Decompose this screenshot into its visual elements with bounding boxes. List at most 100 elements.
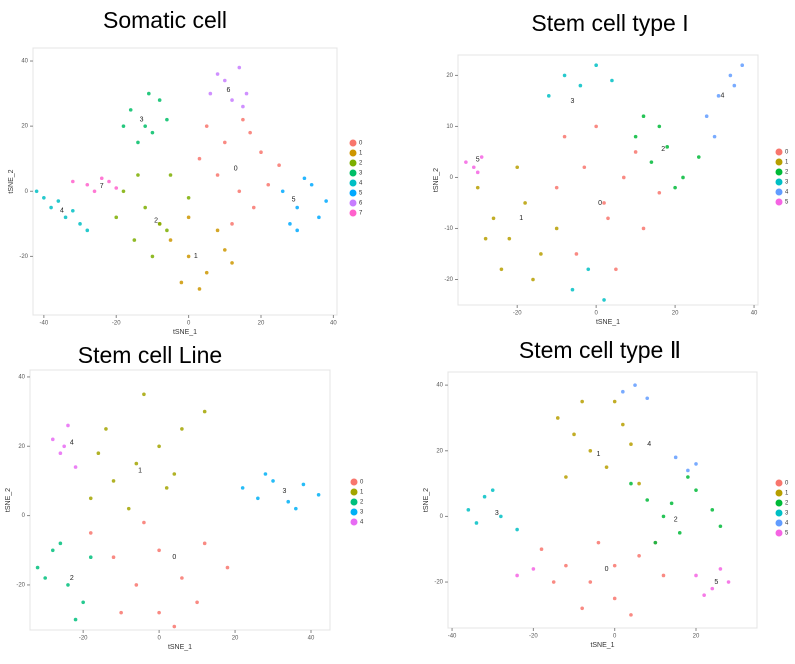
cluster-label: 0 [234,165,238,172]
point [483,236,488,241]
point [241,104,245,109]
point [562,134,567,139]
y-tick-label: -20 [16,583,25,589]
point [572,432,576,437]
point [225,565,230,570]
cluster-label: 4 [60,208,64,215]
point [186,254,191,259]
point [578,83,583,88]
legend-key [775,178,783,186]
legend-key [349,189,357,197]
point [645,498,650,502]
point [150,130,155,135]
point [637,481,641,486]
legend-key [350,498,358,506]
point [661,514,666,519]
point [507,236,512,241]
legend-label: 5 [785,531,789,537]
x-tick-label: 20 [693,634,700,640]
legend-label: 2 [359,161,363,167]
point [215,72,220,76]
point [35,565,40,570]
point [180,427,184,431]
point [288,222,292,226]
y-axis-label: tSNE_2 [423,488,430,512]
point [661,573,666,578]
x-tick-label: -20 [529,634,538,640]
point [602,298,606,302]
point [78,222,82,226]
point [316,493,321,497]
legend-label: 7 [359,211,363,217]
point [150,254,155,259]
point [523,201,527,205]
y-tick-label: 0 [450,175,454,181]
point [677,531,682,535]
legend-key [775,499,783,507]
panel: Stem cell Line-20 0 20 40-2002040tSNE_1tSNE… [5,342,364,651]
point [588,448,593,453]
legend-label: 0 [785,150,789,156]
legend-key [350,518,358,526]
point [204,124,209,128]
point [633,383,637,387]
legend-label: 5 [785,200,789,206]
point [637,553,641,558]
point [531,567,536,571]
x-axis-label: tSNE_1 [168,644,192,651]
point [562,73,567,78]
point [482,494,487,499]
point [694,573,698,578]
point [43,576,47,580]
point [165,228,169,233]
point [696,155,701,159]
cluster-label: 6 [226,87,230,94]
point [266,182,271,187]
point [136,173,140,177]
point [119,610,123,615]
point [111,555,116,559]
x-axis-label: tSNE_1 [590,642,614,649]
point [621,175,626,180]
x-tick-label: 0 [187,321,191,327]
point [681,175,685,180]
point [186,215,191,220]
point [641,226,646,231]
legend-label: 0 [785,481,789,487]
cluster-label: 1 [138,467,142,474]
legend-key [775,168,783,176]
point [186,195,191,200]
point [479,155,484,159]
point [612,563,617,568]
point [85,228,90,233]
point [73,617,78,622]
point [280,189,285,194]
point [202,409,207,414]
chart-title: Stem cell type Ⅱ [519,337,681,363]
point [653,540,658,545]
point [564,563,568,568]
point [88,555,93,559]
point [223,140,227,145]
point [602,201,606,205]
legend-key [775,479,783,487]
point [294,506,298,511]
point [50,548,55,553]
x-tick-label: 40 [330,321,337,327]
cluster-label: 2 [70,575,74,582]
point [657,190,662,195]
point [546,94,551,98]
point [466,508,471,512]
point [645,396,650,401]
plot-border [447,371,758,629]
point [223,248,227,252]
point [694,462,698,466]
point [710,586,715,591]
point [134,583,139,587]
point [580,399,584,404]
point [241,117,245,122]
cluster-label: 0 [598,200,602,207]
point [107,179,111,184]
legend-key [775,529,783,537]
